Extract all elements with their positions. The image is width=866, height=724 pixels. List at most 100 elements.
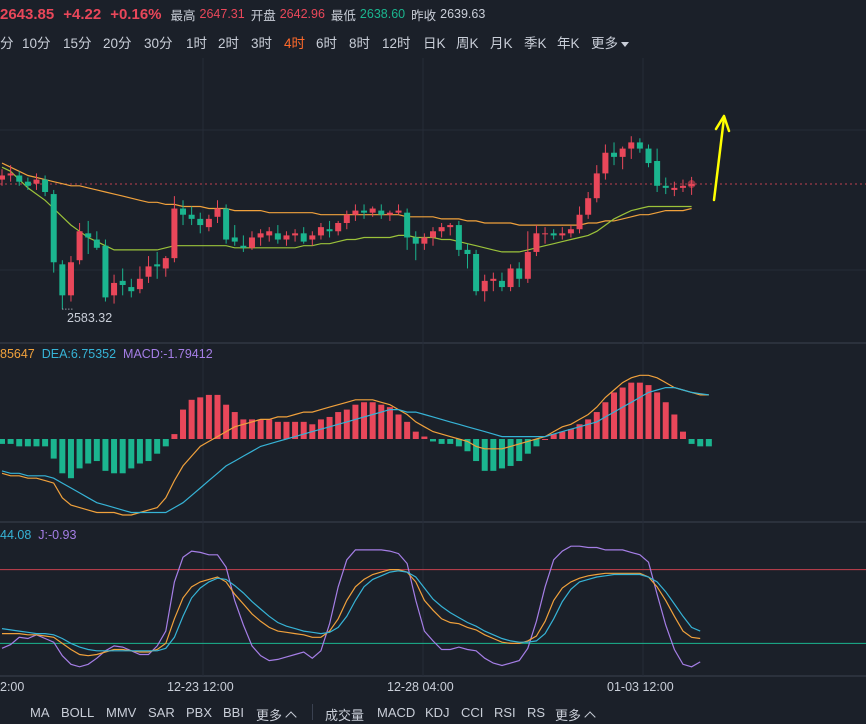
macd-histogram-bar bbox=[16, 439, 23, 447]
chevron-up-icon bbox=[285, 711, 297, 723]
tab-period-12h[interactable]: 12时 bbox=[382, 36, 411, 51]
candlestick-panel bbox=[0, 136, 866, 310]
tab-period-10min[interactable]: 10分 bbox=[22, 36, 51, 51]
macd-histogram-bar bbox=[395, 414, 402, 439]
macd-histogram-bar bbox=[361, 402, 368, 439]
macd-histogram-bar bbox=[705, 439, 712, 447]
tab-period-day[interactable]: 日K bbox=[423, 36, 446, 51]
candle-body bbox=[611, 152, 618, 157]
candle-body bbox=[171, 208, 178, 259]
tab-period-8h[interactable]: 8时 bbox=[349, 36, 371, 51]
macd-histogram-bar bbox=[231, 412, 238, 439]
tab-period-5min[interactable]: 分 bbox=[0, 36, 14, 51]
candle-body bbox=[481, 280, 488, 292]
macd-histogram-bar bbox=[507, 439, 514, 466]
indicator-rs[interactable]: RS bbox=[527, 705, 546, 720]
indicator-main-more[interactable]: 更多 bbox=[256, 705, 297, 724]
candle-body bbox=[0, 175, 5, 180]
macd-histogram-bar bbox=[335, 412, 342, 439]
macd-histogram-bar bbox=[42, 439, 49, 447]
candle-body bbox=[343, 214, 350, 223]
tab-period-6h[interactable]: 6时 bbox=[316, 36, 338, 51]
macd-dea-line bbox=[1, 387, 709, 514]
candle-body bbox=[412, 237, 419, 244]
macd-histogram-bar bbox=[430, 439, 436, 442]
kdj-legend: 44.08 J:-0.93 bbox=[0, 528, 76, 542]
candle-body bbox=[473, 254, 480, 292]
macd-histogram-bar bbox=[498, 439, 505, 469]
indicator-rsi[interactable]: RSI bbox=[494, 705, 516, 720]
tab-period-1h[interactable]: 1时 bbox=[186, 36, 208, 51]
candle-body bbox=[576, 214, 583, 230]
candle-body bbox=[7, 173, 14, 176]
macd-histogram-bar bbox=[188, 399, 195, 439]
macd-histogram-bar bbox=[455, 439, 462, 447]
indicator-macd[interactable]: MACD bbox=[377, 705, 416, 720]
tab-period-20min[interactable]: 20分 bbox=[103, 36, 132, 51]
prev-close-label: 昨收 bbox=[411, 8, 437, 23]
tab-period-30min[interactable]: 30分 bbox=[144, 36, 173, 51]
open-label: 开盘 bbox=[250, 8, 276, 23]
macd-histogram-bar bbox=[292, 421, 299, 439]
tab-period-month[interactable]: 月K bbox=[490, 36, 513, 51]
macd-histogram-bar bbox=[205, 394, 212, 439]
macd-histogram-bar bbox=[50, 439, 57, 459]
candle-body bbox=[386, 212, 393, 215]
kdj-j-line bbox=[1, 545, 701, 668]
macd-histogram-bar bbox=[490, 439, 497, 471]
macd-histogram-bar bbox=[421, 436, 428, 439]
indicator-cci[interactable]: CCI bbox=[461, 705, 484, 720]
candle-body bbox=[119, 280, 126, 285]
macd-panel bbox=[0, 374, 712, 516]
candle-body bbox=[593, 173, 600, 199]
macd-histogram-bar bbox=[585, 419, 592, 439]
macd-histogram-bar bbox=[7, 439, 14, 444]
tab-period-more[interactable]: 更多 bbox=[591, 32, 629, 52]
macd-histogram-bar bbox=[369, 402, 376, 439]
high-label: 最高 bbox=[170, 8, 196, 23]
indicator-mmv[interactable]: MMV bbox=[106, 705, 137, 720]
macd-histogram-bar bbox=[171, 434, 178, 439]
candle-body bbox=[136, 278, 143, 290]
indicator-pbx[interactable]: PBX bbox=[186, 705, 213, 720]
kdj-j-value: J:-0.93 bbox=[38, 528, 77, 542]
macd-histogram-bar bbox=[679, 431, 686, 439]
macd-histogram-bar bbox=[481, 439, 488, 471]
period-tabs: 分 10分 15分 20分 30分 1时 2时 3时 4时 6时 8时 12时 … bbox=[0, 28, 866, 54]
indicator-bbi[interactable]: BBI bbox=[223, 705, 244, 720]
tab-period-2h[interactable]: 2时 bbox=[218, 36, 240, 51]
macd-histogram-bar bbox=[102, 439, 109, 471]
candle-body bbox=[447, 225, 454, 228]
macd-histogram-bar bbox=[326, 416, 333, 439]
chevron-up-icon bbox=[584, 711, 596, 723]
indicator-boll[interactable]: BOLL bbox=[61, 705, 95, 720]
candle-body bbox=[292, 233, 299, 236]
indicator-sar[interactable]: SAR bbox=[148, 705, 175, 720]
tab-period-3h[interactable]: 3时 bbox=[251, 36, 273, 51]
candle-body bbox=[309, 235, 316, 240]
candle-body bbox=[248, 237, 255, 248]
indicator-ma[interactable]: MA bbox=[30, 705, 50, 720]
macd-dif-value: 85647 bbox=[0, 347, 35, 361]
tab-period-4h[interactable]: 4时 bbox=[284, 36, 306, 51]
macd-histogram-bar bbox=[619, 387, 626, 439]
indicator-sub-more[interactable]: 更多 bbox=[555, 705, 596, 724]
macd-histogram-bar bbox=[93, 439, 100, 462]
tab-period-year[interactable]: 年K bbox=[557, 36, 580, 51]
candle-body bbox=[352, 210, 359, 215]
macd-histogram-bar bbox=[688, 439, 695, 444]
candle-body bbox=[59, 264, 66, 296]
macd-histogram-bar bbox=[352, 404, 359, 439]
tab-period-week[interactable]: 周K bbox=[456, 36, 479, 51]
macd-histogram-bar bbox=[438, 439, 445, 444]
candle-body bbox=[335, 223, 342, 232]
macd-histogram-bar bbox=[662, 402, 669, 439]
indicator-kdj[interactable]: KDJ bbox=[425, 705, 450, 720]
time-axis-label: 2:00 bbox=[0, 680, 25, 694]
macd-histogram-bar bbox=[524, 439, 531, 454]
macd-histogram-bar bbox=[576, 424, 583, 439]
tab-period-quarter[interactable]: 季K bbox=[524, 36, 547, 51]
indicator-volume[interactable]: 成交量 bbox=[325, 708, 365, 723]
tab-period-15min[interactable]: 15分 bbox=[63, 36, 92, 51]
